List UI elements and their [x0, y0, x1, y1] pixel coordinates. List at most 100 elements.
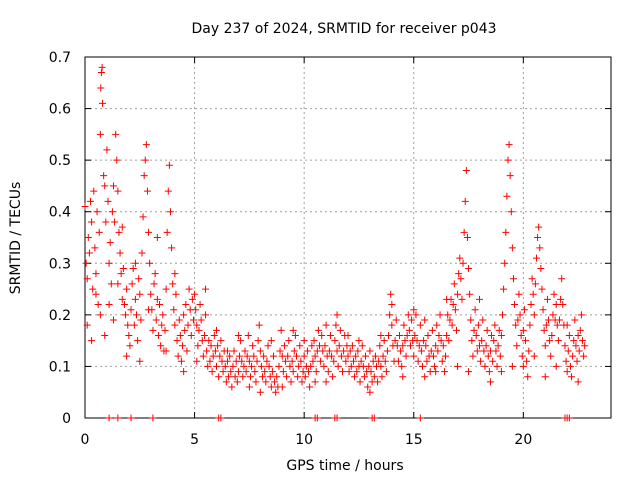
data-point — [519, 326, 527, 334]
data-point — [454, 290, 462, 298]
data-point — [283, 373, 291, 381]
data-point — [486, 378, 494, 386]
data-point — [131, 259, 139, 267]
data-point — [207, 342, 215, 350]
data-point — [261, 368, 269, 376]
data-point — [85, 249, 93, 257]
data-point — [102, 218, 110, 226]
x-tick-label: 0 — [81, 432, 90, 448]
data-point — [153, 234, 161, 241]
data-point — [308, 342, 316, 350]
data-point — [135, 275, 143, 283]
data-point — [297, 357, 305, 365]
data-point — [538, 285, 546, 293]
data-point — [286, 362, 294, 370]
data-point — [145, 306, 153, 314]
data-point — [422, 342, 430, 350]
data-point — [98, 63, 106, 71]
data-point — [531, 280, 539, 288]
data-point — [180, 368, 188, 376]
data-point — [182, 301, 190, 309]
data-point — [252, 378, 260, 386]
data-point — [301, 373, 309, 381]
data-point — [100, 172, 108, 180]
data-point — [432, 342, 440, 350]
data-point — [406, 342, 414, 350]
data-point — [310, 337, 318, 345]
data-point — [500, 285, 508, 293]
data-point — [211, 347, 219, 355]
data-point — [471, 306, 479, 314]
data-point — [427, 347, 435, 355]
data-point — [433, 321, 441, 329]
data-point — [499, 311, 507, 319]
data-point — [481, 362, 489, 370]
data-point — [411, 331, 419, 339]
data-point — [554, 337, 562, 345]
data-point — [571, 316, 579, 324]
data-point — [532, 254, 540, 262]
data-point — [335, 342, 343, 350]
data-point — [288, 357, 296, 365]
data-point — [149, 414, 157, 422]
data-point — [347, 362, 355, 370]
data-point — [358, 342, 366, 350]
data-point — [123, 285, 131, 293]
data-point — [223, 357, 231, 365]
data-point — [367, 368, 375, 376]
data-point — [445, 337, 453, 345]
data-point — [383, 347, 391, 355]
data-point — [185, 285, 193, 293]
data-point — [214, 342, 222, 350]
data-point — [82, 259, 90, 267]
data-point — [279, 368, 287, 376]
data-point — [413, 337, 421, 345]
data-point — [377, 331, 385, 339]
x-tick-label: 10 — [295, 432, 313, 448]
data-point — [386, 311, 394, 319]
data-point — [236, 352, 244, 360]
data-point — [215, 373, 223, 381]
data-point — [421, 316, 429, 324]
data-point — [476, 295, 483, 303]
data-point — [536, 244, 544, 252]
data-point — [198, 337, 206, 345]
data-point — [423, 357, 431, 365]
data-point — [240, 362, 248, 370]
data-point — [455, 270, 463, 278]
data-point — [162, 285, 170, 293]
data-point — [507, 208, 515, 216]
data-point — [378, 373, 386, 381]
data-point — [133, 311, 141, 319]
data-point — [191, 290, 199, 298]
data-point — [267, 383, 275, 391]
data-point — [459, 259, 467, 267]
data-point — [305, 368, 313, 376]
data-point — [213, 326, 220, 334]
data-point — [574, 378, 582, 386]
data-point — [173, 337, 181, 345]
data-point — [168, 244, 176, 252]
data-point — [562, 357, 570, 365]
data-point — [514, 316, 522, 324]
data-point — [497, 368, 505, 376]
data-point — [256, 347, 264, 355]
data-point — [101, 331, 109, 339]
data-point — [431, 362, 439, 370]
data-point — [399, 342, 407, 350]
data-point — [203, 347, 211, 355]
data-point — [374, 378, 382, 386]
data-point — [479, 316, 487, 324]
data-point — [391, 337, 399, 345]
data-point — [174, 352, 182, 360]
data-point — [415, 342, 423, 350]
data-point — [563, 321, 571, 329]
data-point — [508, 362, 516, 370]
data-point — [376, 342, 384, 350]
data-point — [268, 368, 276, 376]
data-point — [322, 378, 330, 386]
data-point — [371, 352, 379, 360]
data-point — [163, 228, 171, 236]
data-point — [541, 342, 549, 350]
data-point — [172, 290, 180, 298]
